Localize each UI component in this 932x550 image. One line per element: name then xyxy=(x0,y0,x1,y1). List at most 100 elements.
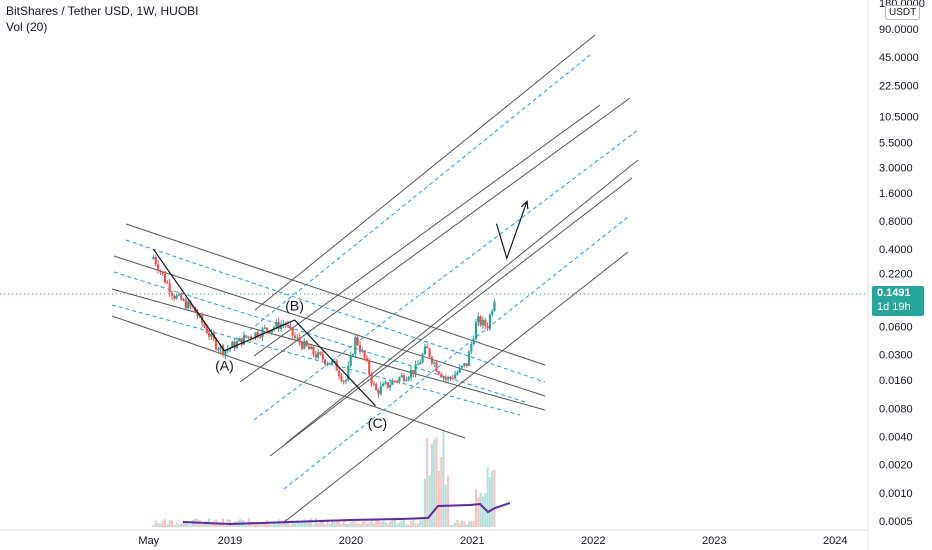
volume-indicator-label[interactable]: Vol (20) xyxy=(6,20,48,34)
volume-bar xyxy=(321,520,324,527)
volume-bar xyxy=(261,523,264,527)
candle-body xyxy=(321,354,324,360)
candle-body xyxy=(370,373,373,384)
volume-bar xyxy=(379,522,382,527)
candle-body xyxy=(444,377,447,380)
candle-body xyxy=(219,345,222,349)
candle-body xyxy=(375,384,378,391)
candle-body xyxy=(266,327,269,331)
volume-bar xyxy=(447,475,450,527)
channel-midline xyxy=(113,271,526,403)
candle-body xyxy=(340,375,343,381)
volume-bar xyxy=(428,475,431,527)
volume-bar xyxy=(159,523,162,527)
candle-body xyxy=(456,372,459,375)
candle-body xyxy=(400,375,403,378)
volume-bar xyxy=(217,522,220,527)
symbol-title[interactable]: BitShares / Tether USD, 1W, HUOBI xyxy=(6,4,199,18)
volume-bar xyxy=(219,522,222,527)
projection-line xyxy=(495,201,528,261)
volume-bar xyxy=(400,520,403,527)
volume-bar xyxy=(305,522,308,527)
candle-body xyxy=(402,375,406,381)
volume-bar xyxy=(349,522,352,527)
volume-bar xyxy=(347,524,350,527)
time-tick-label: 2023 xyxy=(702,535,726,547)
volume-bar xyxy=(449,524,452,527)
volume-bar xyxy=(282,520,285,527)
candle-body xyxy=(484,319,487,326)
candle-body xyxy=(159,270,162,272)
candle-body xyxy=(477,316,480,323)
candle-body xyxy=(379,386,382,394)
volume-bar xyxy=(488,477,491,527)
price-tick-label: 0.0300 xyxy=(879,350,913,362)
volume-bar xyxy=(454,522,457,527)
candle-body xyxy=(356,337,359,345)
volume-bar xyxy=(224,522,227,527)
volume-bar xyxy=(342,520,345,527)
volume-bar xyxy=(166,523,169,527)
volume-bar xyxy=(391,519,394,527)
volume-bar xyxy=(340,523,343,527)
price-tick-label: 0.0600 xyxy=(879,321,913,333)
candle-body xyxy=(405,379,408,381)
volume-bar xyxy=(328,524,331,527)
candle-body xyxy=(342,380,345,382)
wave-label: (C) xyxy=(368,415,387,431)
candle-body xyxy=(435,362,438,372)
volume-bar xyxy=(377,519,380,527)
candle-body xyxy=(447,377,450,380)
volume-bar xyxy=(180,523,183,527)
channel-line xyxy=(284,159,639,445)
volume-bar xyxy=(433,439,436,527)
volume-bar xyxy=(426,438,429,527)
volume-bar xyxy=(461,520,464,527)
candle-body xyxy=(454,374,457,379)
candle-body xyxy=(409,370,413,378)
candle-body xyxy=(240,338,243,345)
candle-body xyxy=(242,335,245,345)
volume-bar xyxy=(398,523,401,527)
currency-unit-badge[interactable]: USDT xyxy=(885,5,921,20)
volume-bar xyxy=(303,518,306,527)
candle-body xyxy=(247,336,250,338)
candle-body xyxy=(493,301,496,311)
candle-body xyxy=(152,257,155,260)
candle-body xyxy=(275,321,278,328)
price-tick-label: 0.0160 xyxy=(879,375,913,387)
volume-bar xyxy=(354,519,357,527)
time-axis-ticks[interactable]: May 2019 2020 2021 2022 2023 2024 xyxy=(138,535,847,547)
wave-label: (B) xyxy=(285,298,304,314)
candle-body xyxy=(305,341,308,346)
candle-body xyxy=(382,383,385,387)
price-axis-ticks[interactable]: 90.0000 45.0000 22.5000 10.5000 5.5000 3.0000… xyxy=(879,24,919,528)
time-tick-label: 2021 xyxy=(460,535,484,547)
volume-bar xyxy=(370,520,373,527)
candle-body xyxy=(474,322,478,340)
candle-body xyxy=(296,337,299,339)
candle-body xyxy=(217,349,220,350)
time-tick-label: 2022 xyxy=(581,535,605,547)
candle-body xyxy=(396,381,399,382)
volume-bar xyxy=(168,519,171,527)
candle-body xyxy=(428,348,431,357)
candle-body xyxy=(389,384,392,388)
candle-body xyxy=(319,352,322,355)
channel-line xyxy=(253,104,601,357)
volume-bar xyxy=(152,524,155,527)
candle-body xyxy=(256,332,259,337)
candle-body xyxy=(398,377,401,382)
volume-bar xyxy=(470,521,473,527)
volume-bar xyxy=(393,519,396,527)
candle-body xyxy=(196,312,199,317)
volume-bar xyxy=(317,523,320,527)
volume-bar xyxy=(173,524,176,527)
candle-body xyxy=(249,336,252,339)
channel-line xyxy=(282,251,629,524)
candle-body xyxy=(488,314,491,329)
volume-bar xyxy=(417,523,419,527)
candle-body xyxy=(421,354,424,363)
